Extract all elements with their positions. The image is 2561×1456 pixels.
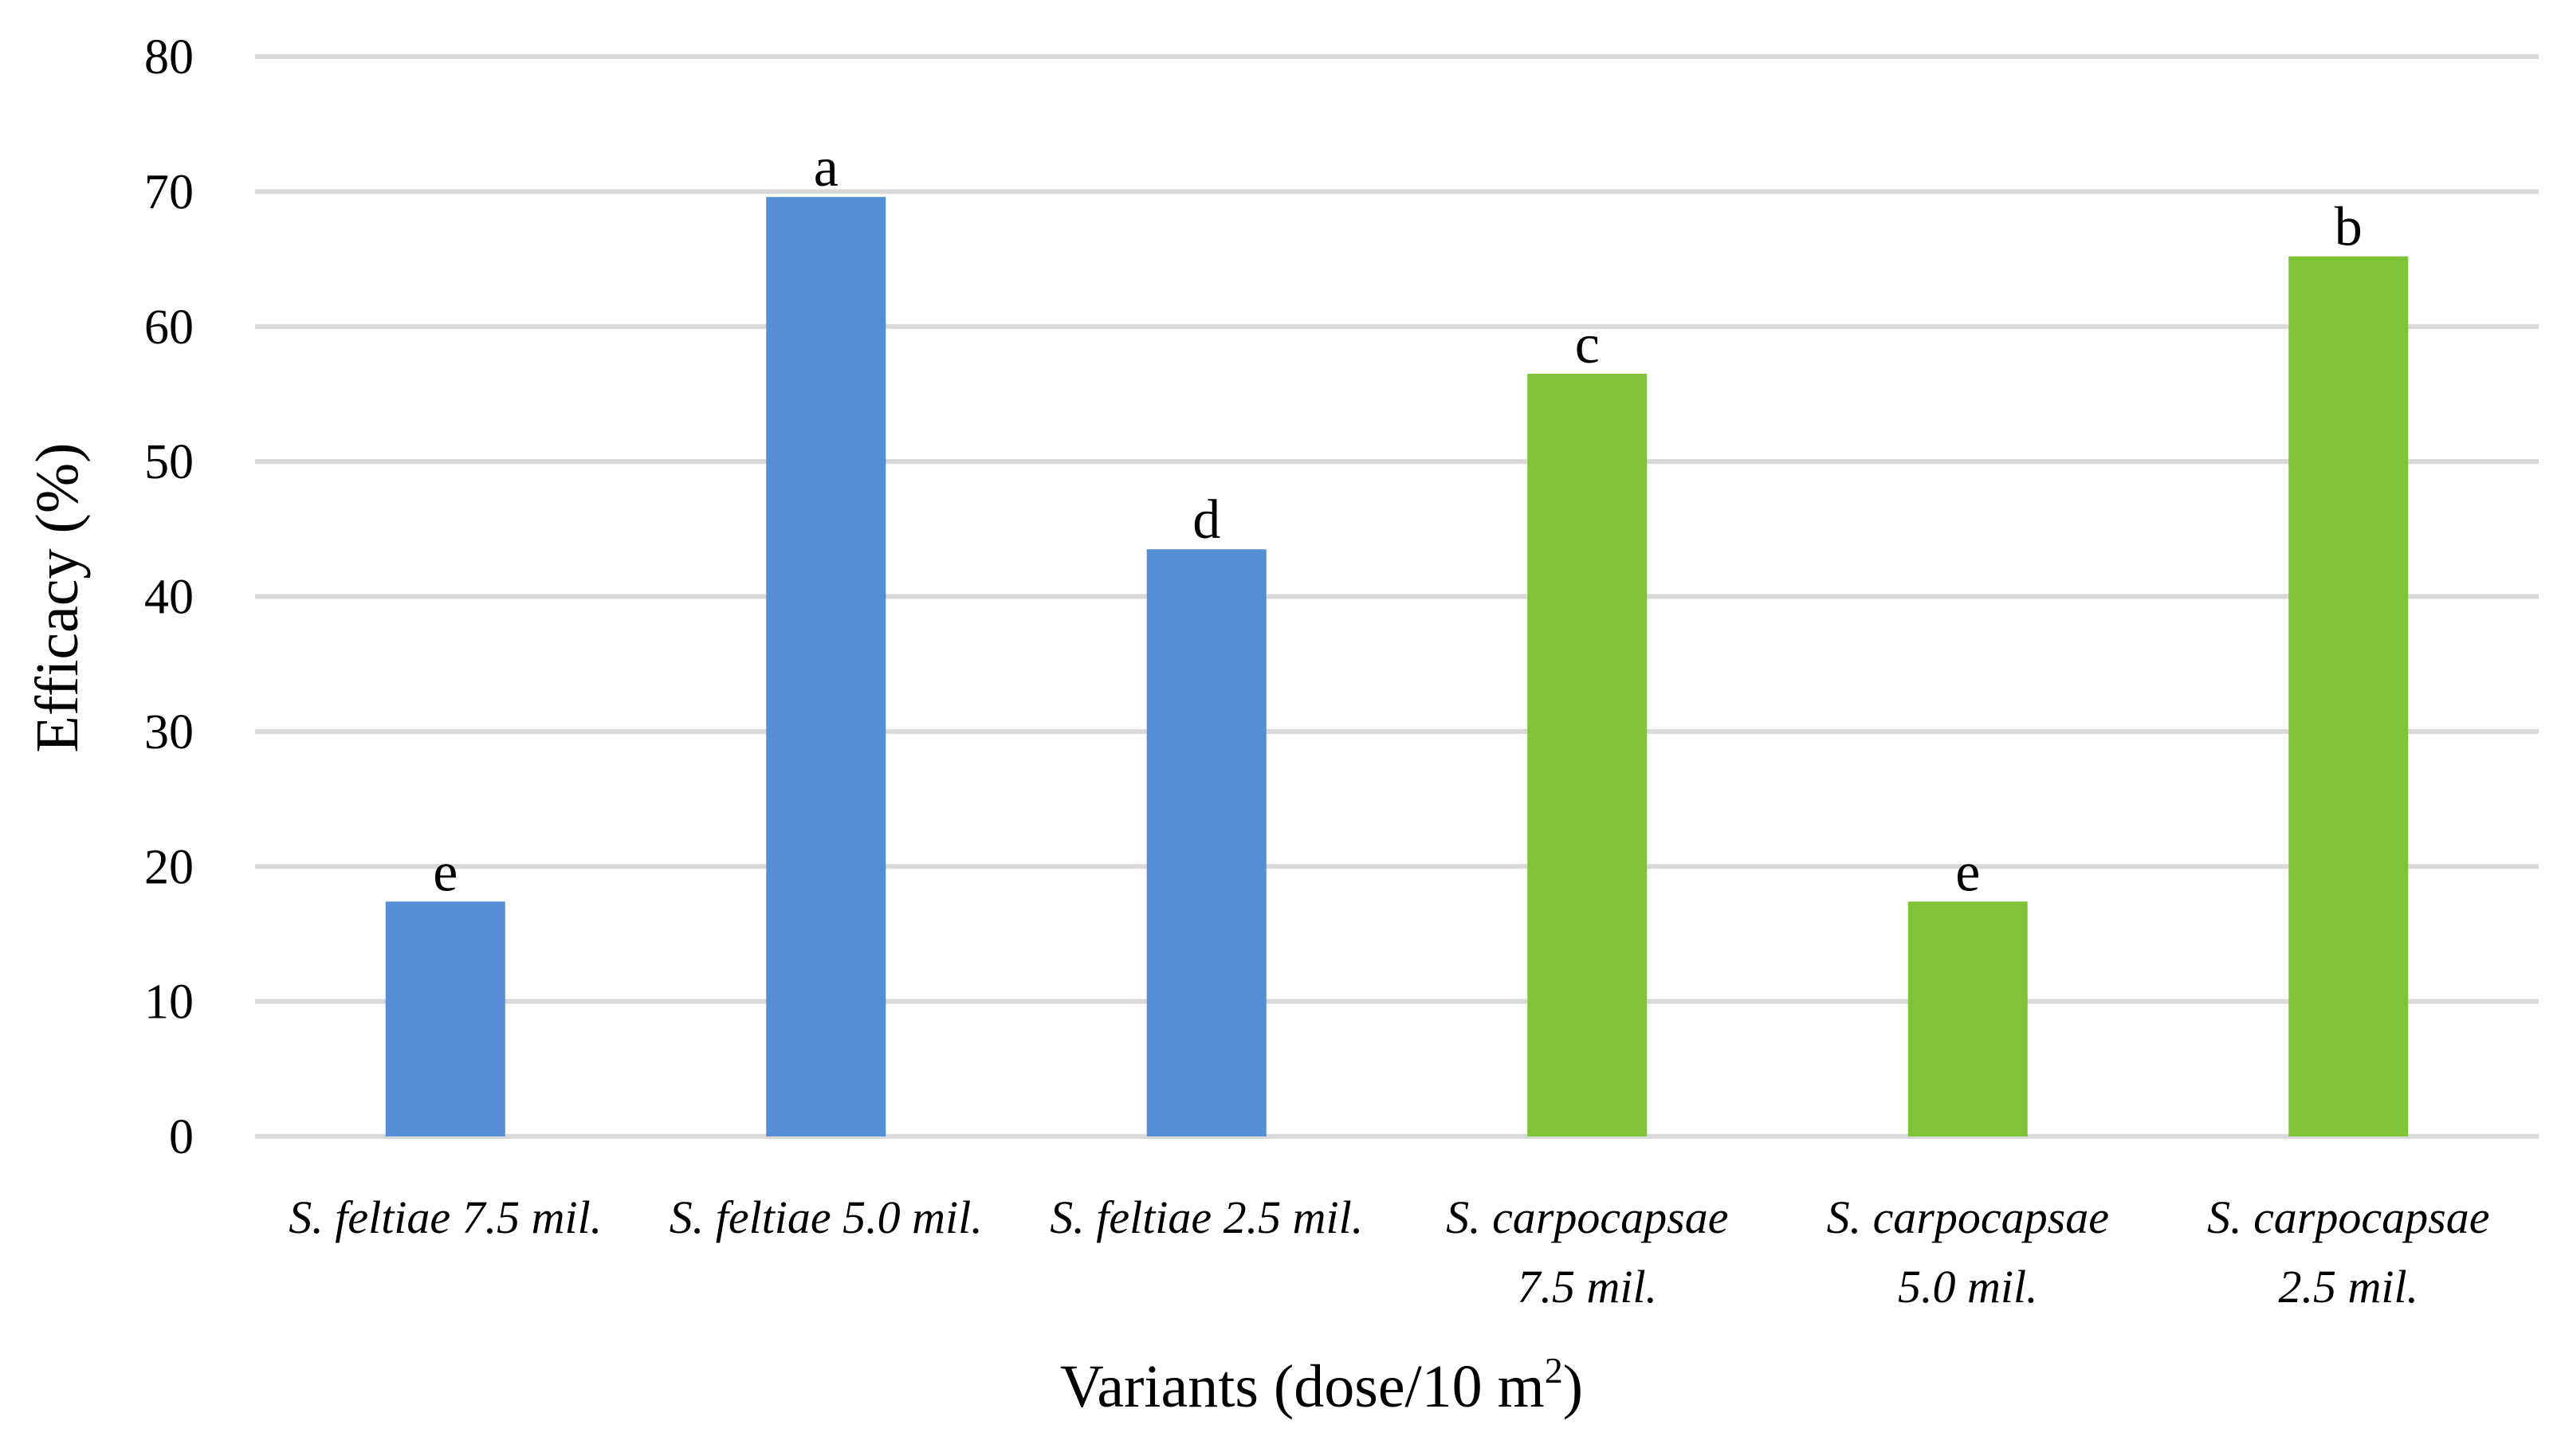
x-category-label: 7.5 mil. (1517, 1261, 1657, 1313)
y-tick-label: 80 (144, 30, 194, 84)
y-tick-label: 30 (144, 705, 194, 759)
y-tick-label: 20 (144, 840, 194, 894)
x-category-label: 2.5 mil. (2278, 1261, 2418, 1313)
bar-significance-label: c (1575, 314, 1600, 375)
x-category-label: S. carpocapsae (1827, 1191, 2109, 1243)
y-tick-label: 50 (144, 435, 194, 489)
y-axis-title: Efficacy (%) (24, 443, 91, 753)
bar (1907, 901, 2028, 1136)
x-category-label: S. carpocapsae (2207, 1191, 2489, 1243)
x-category-label: S. feltiae 2.5 mil. (1050, 1191, 1363, 1243)
x-axis-title: Variants (dose/10 m2) (1060, 1350, 1583, 1420)
x-axis-categories: S. feltiae 7.5 mil. S. feltiae 5.0 mil. S.… (289, 1191, 2489, 1313)
bar (1146, 549, 1267, 1136)
x-category-label: S. feltiae 5.0 mil. (670, 1191, 983, 1243)
y-tick-label: 40 (144, 571, 194, 625)
x-category-label: S. feltiae 7.5 mil. (289, 1191, 602, 1243)
bar-letter-labels: e a d c e b (433, 137, 2363, 903)
x-axis-title-main: Variants (dose/10 m (1060, 1353, 1545, 1420)
gridlines (255, 54, 2539, 1139)
bar (766, 197, 886, 1136)
bar-significance-label: e (1955, 842, 1980, 903)
bar-significance-label: d (1192, 489, 1220, 551)
y-tick-label: 60 (144, 300, 194, 355)
bar (2288, 256, 2409, 1136)
x-axis-title-superscript: 2 (1545, 1350, 1563, 1391)
bar-significance-label: a (814, 137, 839, 198)
bar (385, 901, 505, 1136)
x-category-label: 5.0 mil. (1898, 1261, 2038, 1313)
bar-significance-label: e (433, 842, 458, 903)
y-tick-label: 10 (144, 975, 194, 1030)
bar (1527, 374, 1648, 1136)
y-tick-label: 70 (144, 165, 194, 219)
y-axis-ticks: 0 10 20 30 40 50 60 70 80 (144, 30, 194, 1164)
bars (385, 197, 2409, 1136)
x-axis-title-end: ) (1563, 1353, 1583, 1420)
bar-significance-label: b (2335, 197, 2363, 258)
y-tick-label: 0 (169, 1110, 194, 1164)
x-category-label: S. carpocapsae (1446, 1191, 1728, 1243)
